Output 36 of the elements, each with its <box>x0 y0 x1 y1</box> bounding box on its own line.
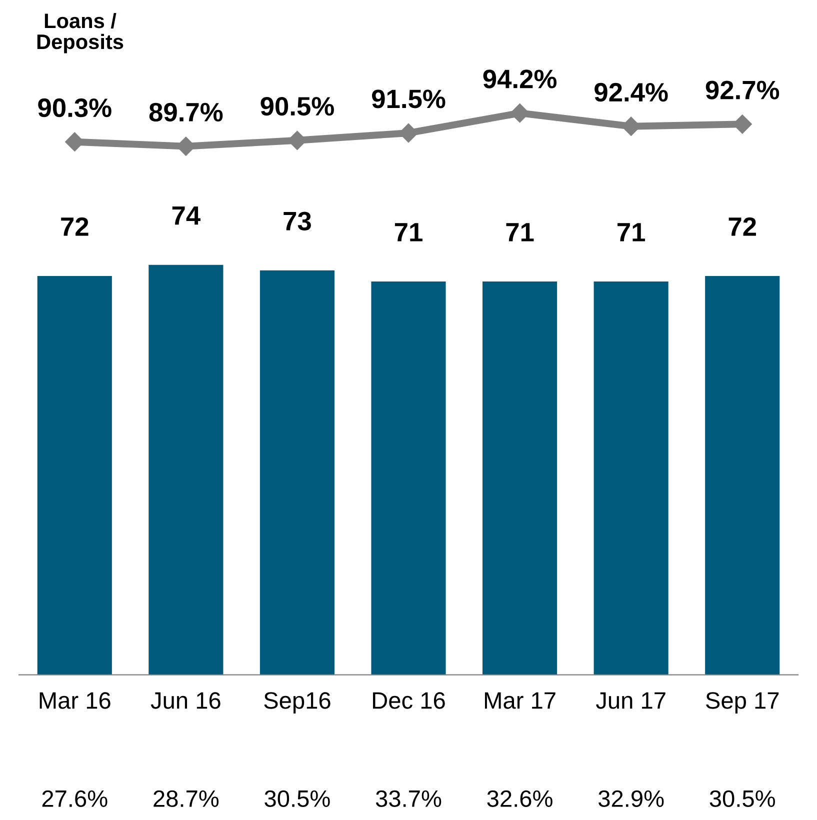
x-tick-label: Sep 17 <box>706 692 779 714</box>
text: 32.9% <box>598 790 664 808</box>
bar <box>482 281 558 675</box>
data-label: 90.5% <box>260 96 334 116</box>
bar <box>594 281 668 675</box>
data-label: 71 <box>506 223 534 242</box>
x-tick-label: Mar 17 <box>484 692 556 709</box>
text: 30.5% <box>264 790 330 808</box>
data-label: 92.7% <box>706 80 780 100</box>
text: 28.7% <box>154 790 219 808</box>
x-tick-label: Jun 17 <box>596 692 666 709</box>
text: 27.6% <box>42 790 108 808</box>
data-label: 71 <box>618 223 646 242</box>
text: 33.7% <box>376 790 442 808</box>
data-label: 91.5% <box>372 90 446 108</box>
x-tick-label: Jun 16 <box>150 692 220 709</box>
bar <box>260 270 334 675</box>
bar <box>148 264 224 675</box>
data-label: 90.3% <box>38 98 112 118</box>
data-label: 89.7% <box>149 102 223 122</box>
text: 30.5% <box>710 790 775 808</box>
data-label: 94.2% <box>483 70 557 88</box>
data-label: 72 <box>728 217 756 236</box>
bar <box>37 276 112 675</box>
x-tick-label: Sep16 <box>264 692 330 714</box>
data-label: 92.4% <box>594 82 668 102</box>
data-label: 71 <box>394 223 422 242</box>
data-label: 73 <box>284 212 311 230</box>
data-label: 72 <box>61 217 88 236</box>
text: Loans / Deposits <box>37 12 124 54</box>
bar <box>371 281 446 675</box>
bar <box>705 276 780 675</box>
x-tick-label: Dec 16 <box>373 692 445 709</box>
data-label: 74 <box>172 206 200 225</box>
x-tick-label: Mar 16 <box>40 692 110 709</box>
text: 32.6% <box>487 790 552 808</box>
